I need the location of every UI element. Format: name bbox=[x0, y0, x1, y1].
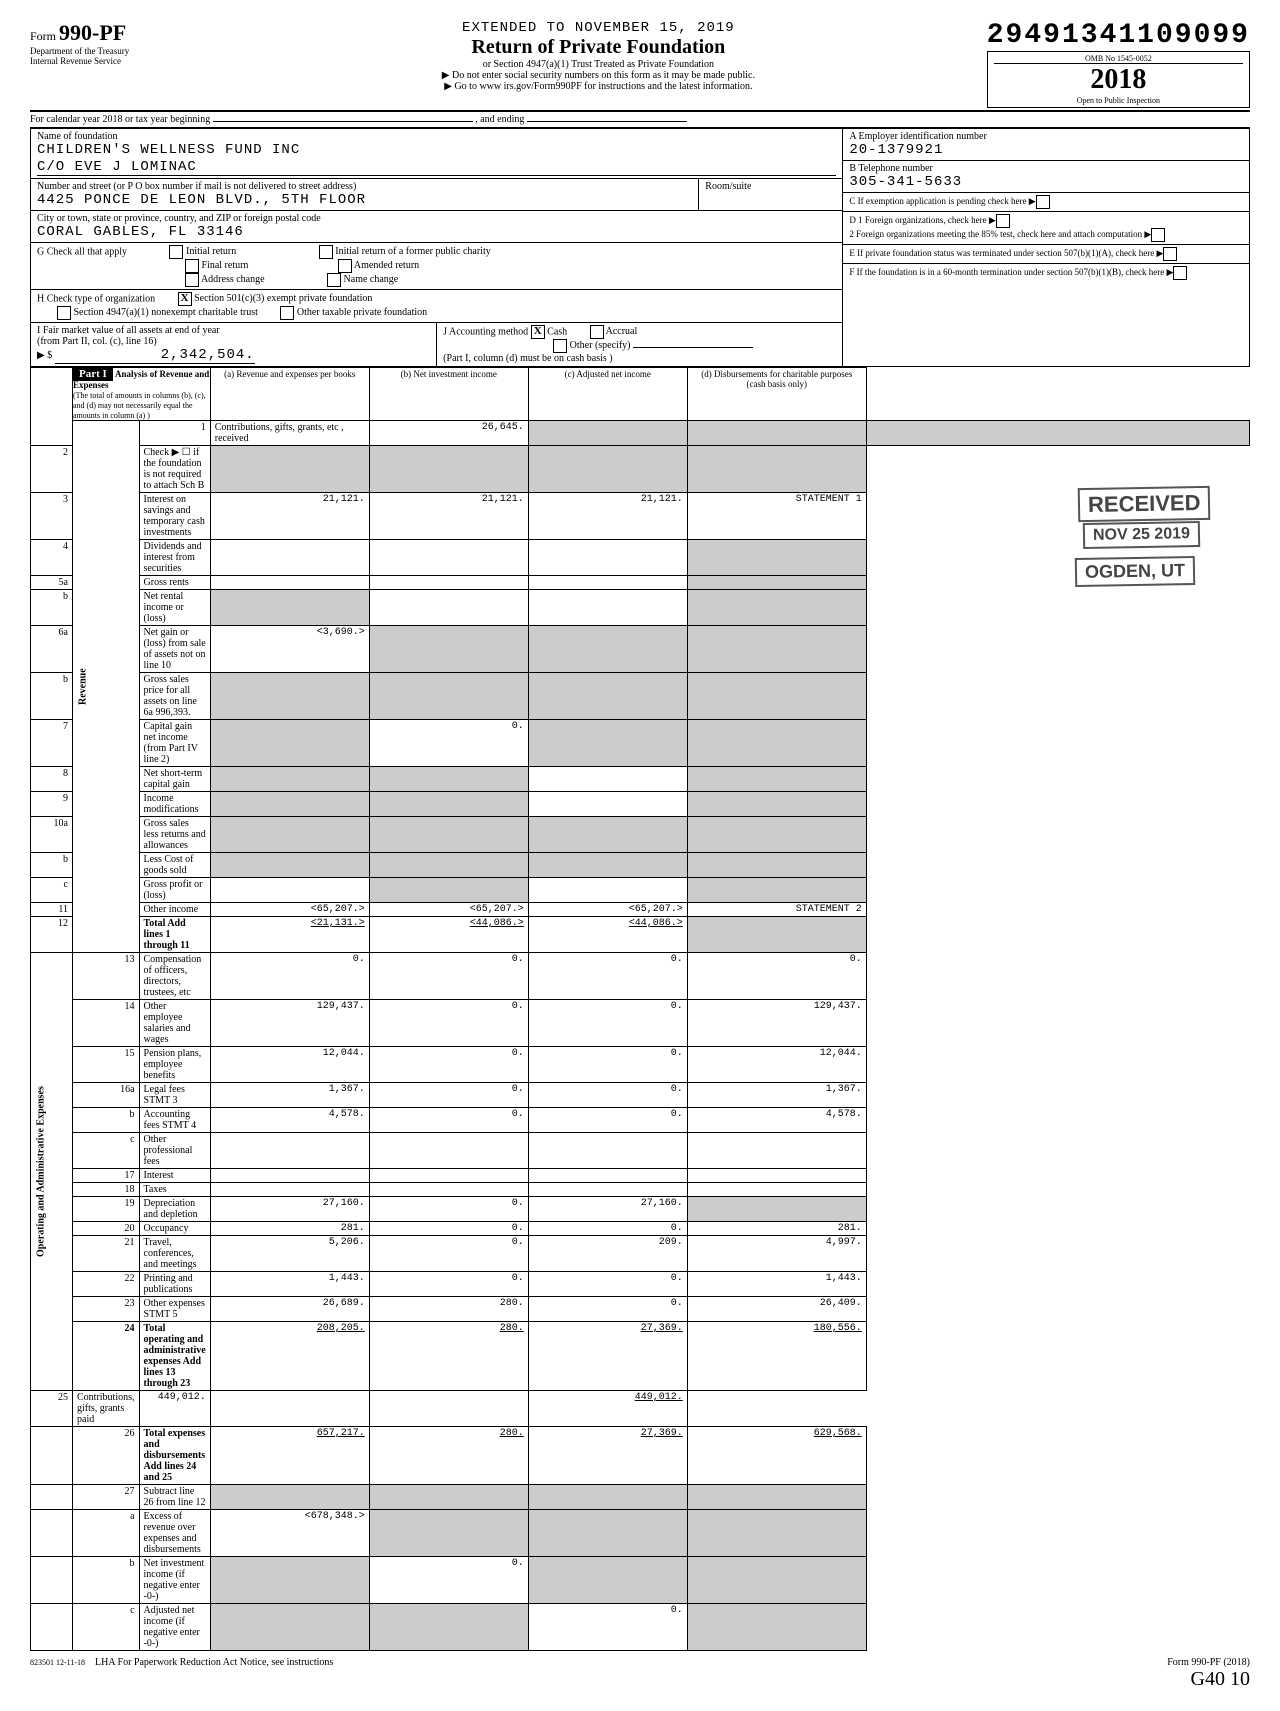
chk-f[interactable] bbox=[1173, 266, 1187, 280]
room-label: Room/suite bbox=[705, 181, 836, 192]
chk-namechg[interactable] bbox=[327, 273, 341, 287]
col-d-header: (d) Disbursements for charitable purpose… bbox=[687, 368, 866, 421]
d1-label: D 1 Foreign organizations, check here bbox=[849, 215, 986, 225]
i-label: I Fair market value of all assets at end… bbox=[37, 325, 220, 336]
d2-label: 2 Foreign organizations meeting the 85% … bbox=[849, 229, 1142, 239]
tel-label: B Telephone number bbox=[849, 163, 1243, 174]
cash-basis-note: (Part I, column (d) must be on cash basi… bbox=[443, 353, 612, 364]
chk-c[interactable] bbox=[1036, 195, 1050, 209]
subtitle-1: or Section 4947(a)(1) Trust Treated as P… bbox=[210, 59, 987, 70]
chk-amended[interactable] bbox=[338, 259, 352, 273]
ein-value: 20-1379921 bbox=[849, 142, 1243, 158]
footer-right: Form 990-PF (2018) bbox=[1167, 1657, 1250, 1668]
chk-e[interactable] bbox=[1163, 247, 1177, 261]
identity-block: Name of foundation CHILDREN'S WELLNESS F… bbox=[30, 128, 1250, 367]
revenue-label: Revenue bbox=[73, 421, 140, 953]
chk-initial[interactable] bbox=[169, 245, 183, 259]
dln-number: 29491341109099 bbox=[987, 20, 1250, 51]
h-label: H Check type of organization bbox=[37, 293, 155, 304]
chk-other-method[interactable] bbox=[553, 339, 567, 353]
col-a-header: (a) Revenue and expenses per books bbox=[210, 368, 369, 421]
form-header: Form 990-PF Department of the Treasury I… bbox=[30, 20, 1250, 108]
chk-d1[interactable] bbox=[996, 214, 1010, 228]
tax-year: 2018 bbox=[994, 64, 1243, 96]
received-date-stamp: NOV 25 2019 bbox=[1083, 521, 1200, 549]
g-check-block: G Check all that apply Initial return In… bbox=[31, 242, 842, 289]
fmv-value: 2,342,504. bbox=[55, 347, 255, 364]
page-footer: 823501 12-11-18 LHA For Paperwork Reduct… bbox=[30, 1657, 1250, 1668]
expenses-label: Operating and Administrative Expenses bbox=[31, 953, 73, 1391]
city-state-zip: CORAL GABLES, FL 33146 bbox=[37, 224, 836, 240]
year-box: OMB No 1545-0052 2018 Open to Public Ins… bbox=[987, 51, 1250, 108]
part1-table: Part I Analysis of Revenue and Expenses … bbox=[30, 367, 1250, 1651]
e-label: E If private foundation status was termi… bbox=[849, 248, 1154, 258]
form-number: Form 990-PF bbox=[30, 20, 210, 46]
extended-date: EXTENDED TO NOVEMBER 15, 2019 bbox=[210, 20, 987, 36]
form-prefix: Form bbox=[30, 29, 56, 43]
chk-501c3[interactable]: X bbox=[178, 292, 192, 306]
tel-value: 305-341-5633 bbox=[849, 174, 1243, 190]
c-label: C If exemption application is pending ch… bbox=[849, 196, 1026, 206]
form-title: Return of Private Foundation bbox=[210, 36, 987, 59]
name-label: Name of foundation bbox=[37, 131, 836, 142]
g-label: G Check all that apply bbox=[37, 246, 127, 257]
subtitle-3: ▶ Go to www irs.gov/Form990PF for instru… bbox=[210, 81, 987, 92]
chk-other-pf[interactable] bbox=[280, 306, 294, 320]
ogden-stamp: OGDEN, UT bbox=[1075, 556, 1196, 587]
open-inspection: Open to Public Inspection bbox=[994, 96, 1243, 105]
received-stamp: RECEIVED bbox=[1077, 486, 1210, 522]
footer-code: 823501 12-11-18 bbox=[30, 1658, 85, 1667]
dept-irs: Internal Revenue Service bbox=[30, 56, 210, 66]
handwritten-note: G40 10 bbox=[1191, 1668, 1250, 1690]
chk-d2[interactable] bbox=[1151, 228, 1165, 242]
chk-4947[interactable] bbox=[57, 306, 71, 320]
ein-label: A Employer identification number bbox=[849, 131, 1243, 142]
chk-accrual[interactable] bbox=[590, 325, 604, 339]
chk-cash[interactable]: X bbox=[531, 325, 545, 339]
h-check-block: H Check type of organization X Section 5… bbox=[31, 289, 842, 322]
part1-subtitle: (The total of amounts in columns (b), (c… bbox=[73, 391, 206, 420]
footer-left: LHA For Paperwork Reduction Act Notice, … bbox=[95, 1657, 333, 1668]
col-c-header: (c) Adjusted net income bbox=[528, 368, 687, 421]
addr-label: Number and street (or P O box number if … bbox=[37, 181, 692, 192]
care-of: C/O EVE J LOMINAC bbox=[37, 159, 836, 176]
subtitle-2: ▶ Do not enter social security numbers o… bbox=[210, 70, 987, 81]
chk-final[interactable] bbox=[185, 259, 199, 273]
form-990pf: 990-PF bbox=[59, 20, 126, 45]
f-label: F If the foundation is in a 60-month ter… bbox=[849, 267, 1164, 277]
city-label: City or town, state or province, country… bbox=[37, 213, 836, 224]
part1-label: Part I bbox=[73, 367, 113, 381]
foundation-name: CHILDREN'S WELLNESS FUND INC bbox=[37, 142, 836, 158]
chk-initial-former[interactable] bbox=[319, 245, 333, 259]
j-label: J Accounting method bbox=[443, 326, 528, 337]
chk-addrchg[interactable] bbox=[185, 273, 199, 287]
street-address: 4425 PONCE DE LEON BLVD., 5TH FLOOR bbox=[37, 192, 692, 208]
calendar-year-line: For calendar year 2018 or tax year begin… bbox=[30, 112, 1250, 128]
dept-treasury: Department of the Treasury bbox=[30, 46, 210, 56]
col-b-header: (b) Net investment income bbox=[369, 368, 528, 421]
i-sub: (from Part II, col. (c), line 16) bbox=[37, 336, 157, 347]
omb-number: OMB No 1545-0052 bbox=[994, 54, 1243, 64]
